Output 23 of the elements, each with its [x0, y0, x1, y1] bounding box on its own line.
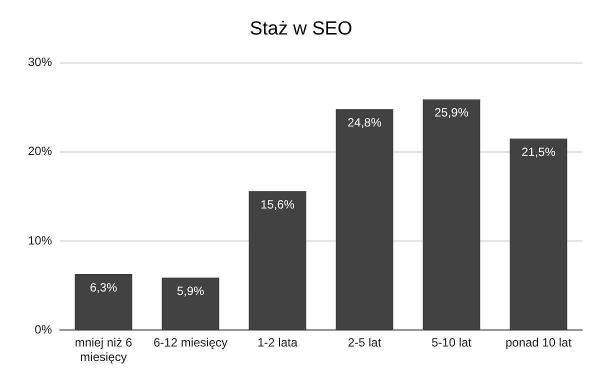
data-label: 6,3% — [90, 280, 118, 294]
y-tick-label: 20% — [28, 144, 52, 158]
y-tick-label: 10% — [28, 233, 52, 248]
bar — [248, 191, 306, 330]
y-tick-label: 0% — [34, 322, 52, 337]
x-tick-label: 5-10 lat — [431, 336, 472, 350]
bar — [74, 274, 132, 330]
chart-title: Staż w SEO — [250, 18, 352, 40]
bar — [336, 109, 394, 330]
bar — [422, 99, 480, 330]
data-label: 21,5% — [521, 144, 556, 159]
data-label: 5,9% — [176, 284, 205, 298]
bar — [510, 138, 568, 330]
x-tick-label: 6-12 miesięcy — [154, 336, 228, 350]
bar — [162, 278, 220, 330]
x-tick-label: mniej niż 6 miesięcy — [74, 336, 133, 364]
data-label: 25,9% — [434, 106, 469, 120]
data-label: 15,6% — [260, 197, 295, 212]
x-tick-label: 2-5 lat — [348, 336, 382, 350]
y-tick-label: 30% — [28, 55, 52, 70]
x-tick-label: 1-2 lata — [257, 336, 298, 350]
x-tick-label: ponad 10 lat — [505, 336, 572, 350]
data-label: 24,8% — [347, 115, 382, 130]
